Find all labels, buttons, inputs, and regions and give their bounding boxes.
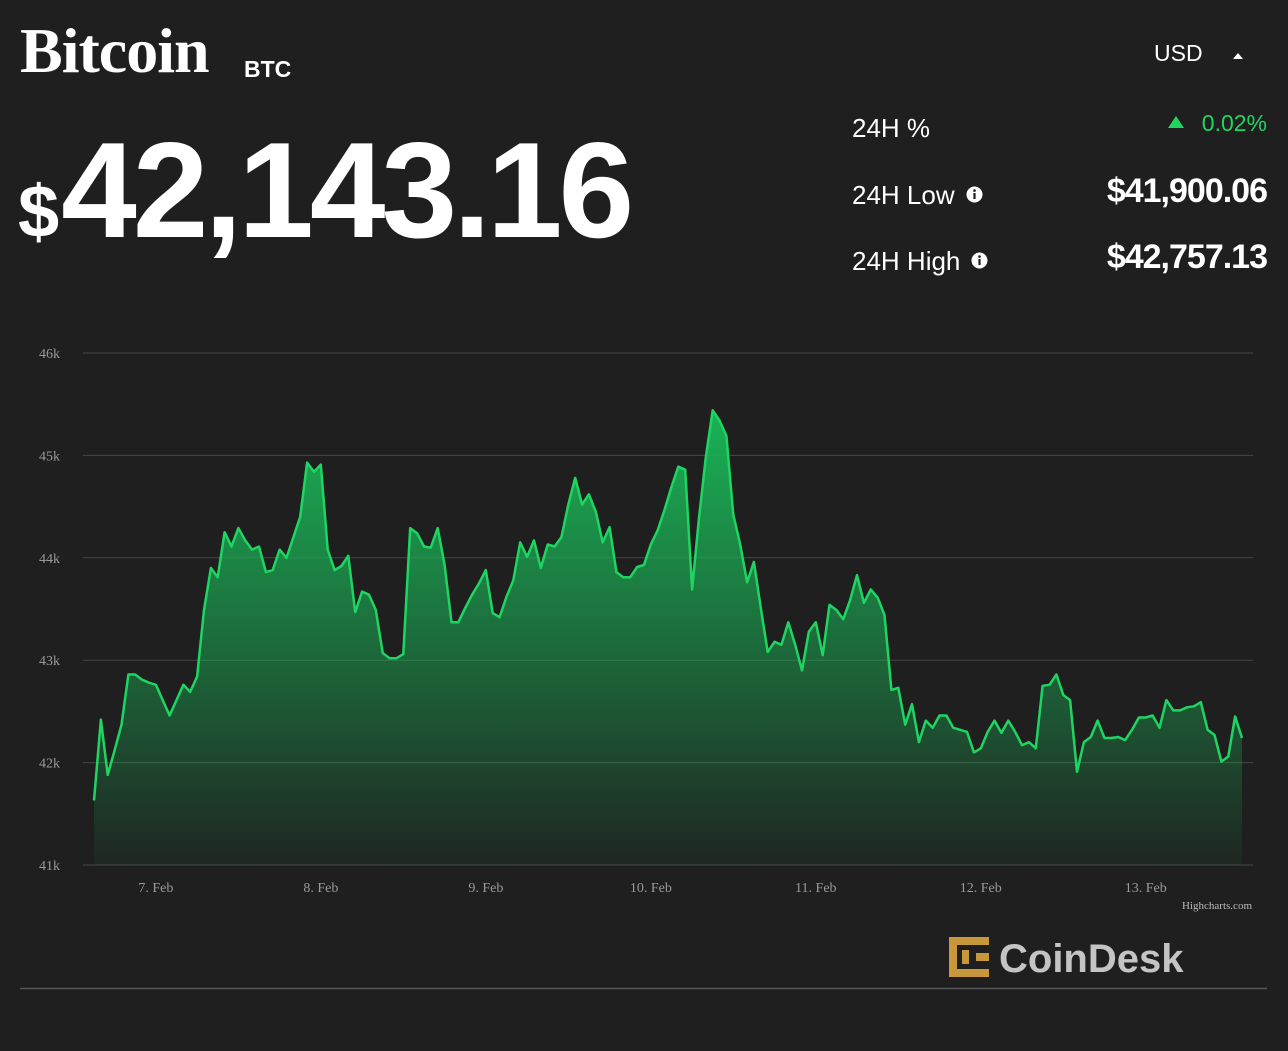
x-tick-label: 9. Feb	[468, 881, 503, 896]
x-tick-label: 7. Feb	[138, 881, 173, 896]
stat-value: $41,900.06	[1106, 172, 1268, 210]
stat-value: $42,757.13	[1106, 238, 1268, 276]
stat-label: 24H High	[852, 246, 961, 276]
x-tick-label: 13. Feb	[1125, 881, 1167, 896]
y-tick-label: 41k	[39, 859, 60, 874]
y-tick-label: 45k	[39, 449, 60, 464]
currency-select[interactable]: USD	[1154, 40, 1203, 66]
credit: Highcharts.com	[1182, 900, 1252, 912]
price: $42,143.16	[18, 114, 634, 266]
y-tick-label: 44k	[39, 552, 60, 567]
coin-symbol: BTC	[244, 56, 292, 82]
x-tick-label: 10. Feb	[630, 881, 672, 896]
y-tick-label: 42k	[39, 757, 60, 772]
brand-name: CoinDesk	[999, 937, 1184, 981]
y-tick-label: 46k	[39, 347, 60, 362]
brand-logo	[949, 937, 989, 977]
up-arrow	[1168, 116, 1184, 128]
coin-title: Bitcoin	[20, 15, 210, 86]
info-icon[interactable]	[966, 186, 983, 203]
x-tick-label: 8. Feb	[303, 881, 338, 896]
y-tick-label: 43k	[39, 654, 60, 669]
stat-label: 24H Low	[852, 180, 955, 210]
price-line	[92, 409, 1244, 801]
x-tick-label: 11. Feb	[795, 881, 836, 896]
info-icon[interactable]	[971, 252, 988, 269]
stat-label: 24H %	[852, 113, 931, 143]
caret[interactable]	[1233, 52, 1243, 60]
stat-value: 0.02%	[1201, 110, 1267, 136]
area-fill	[94, 410, 1242, 865]
x-tick-label: 12. Feb	[960, 881, 1002, 896]
